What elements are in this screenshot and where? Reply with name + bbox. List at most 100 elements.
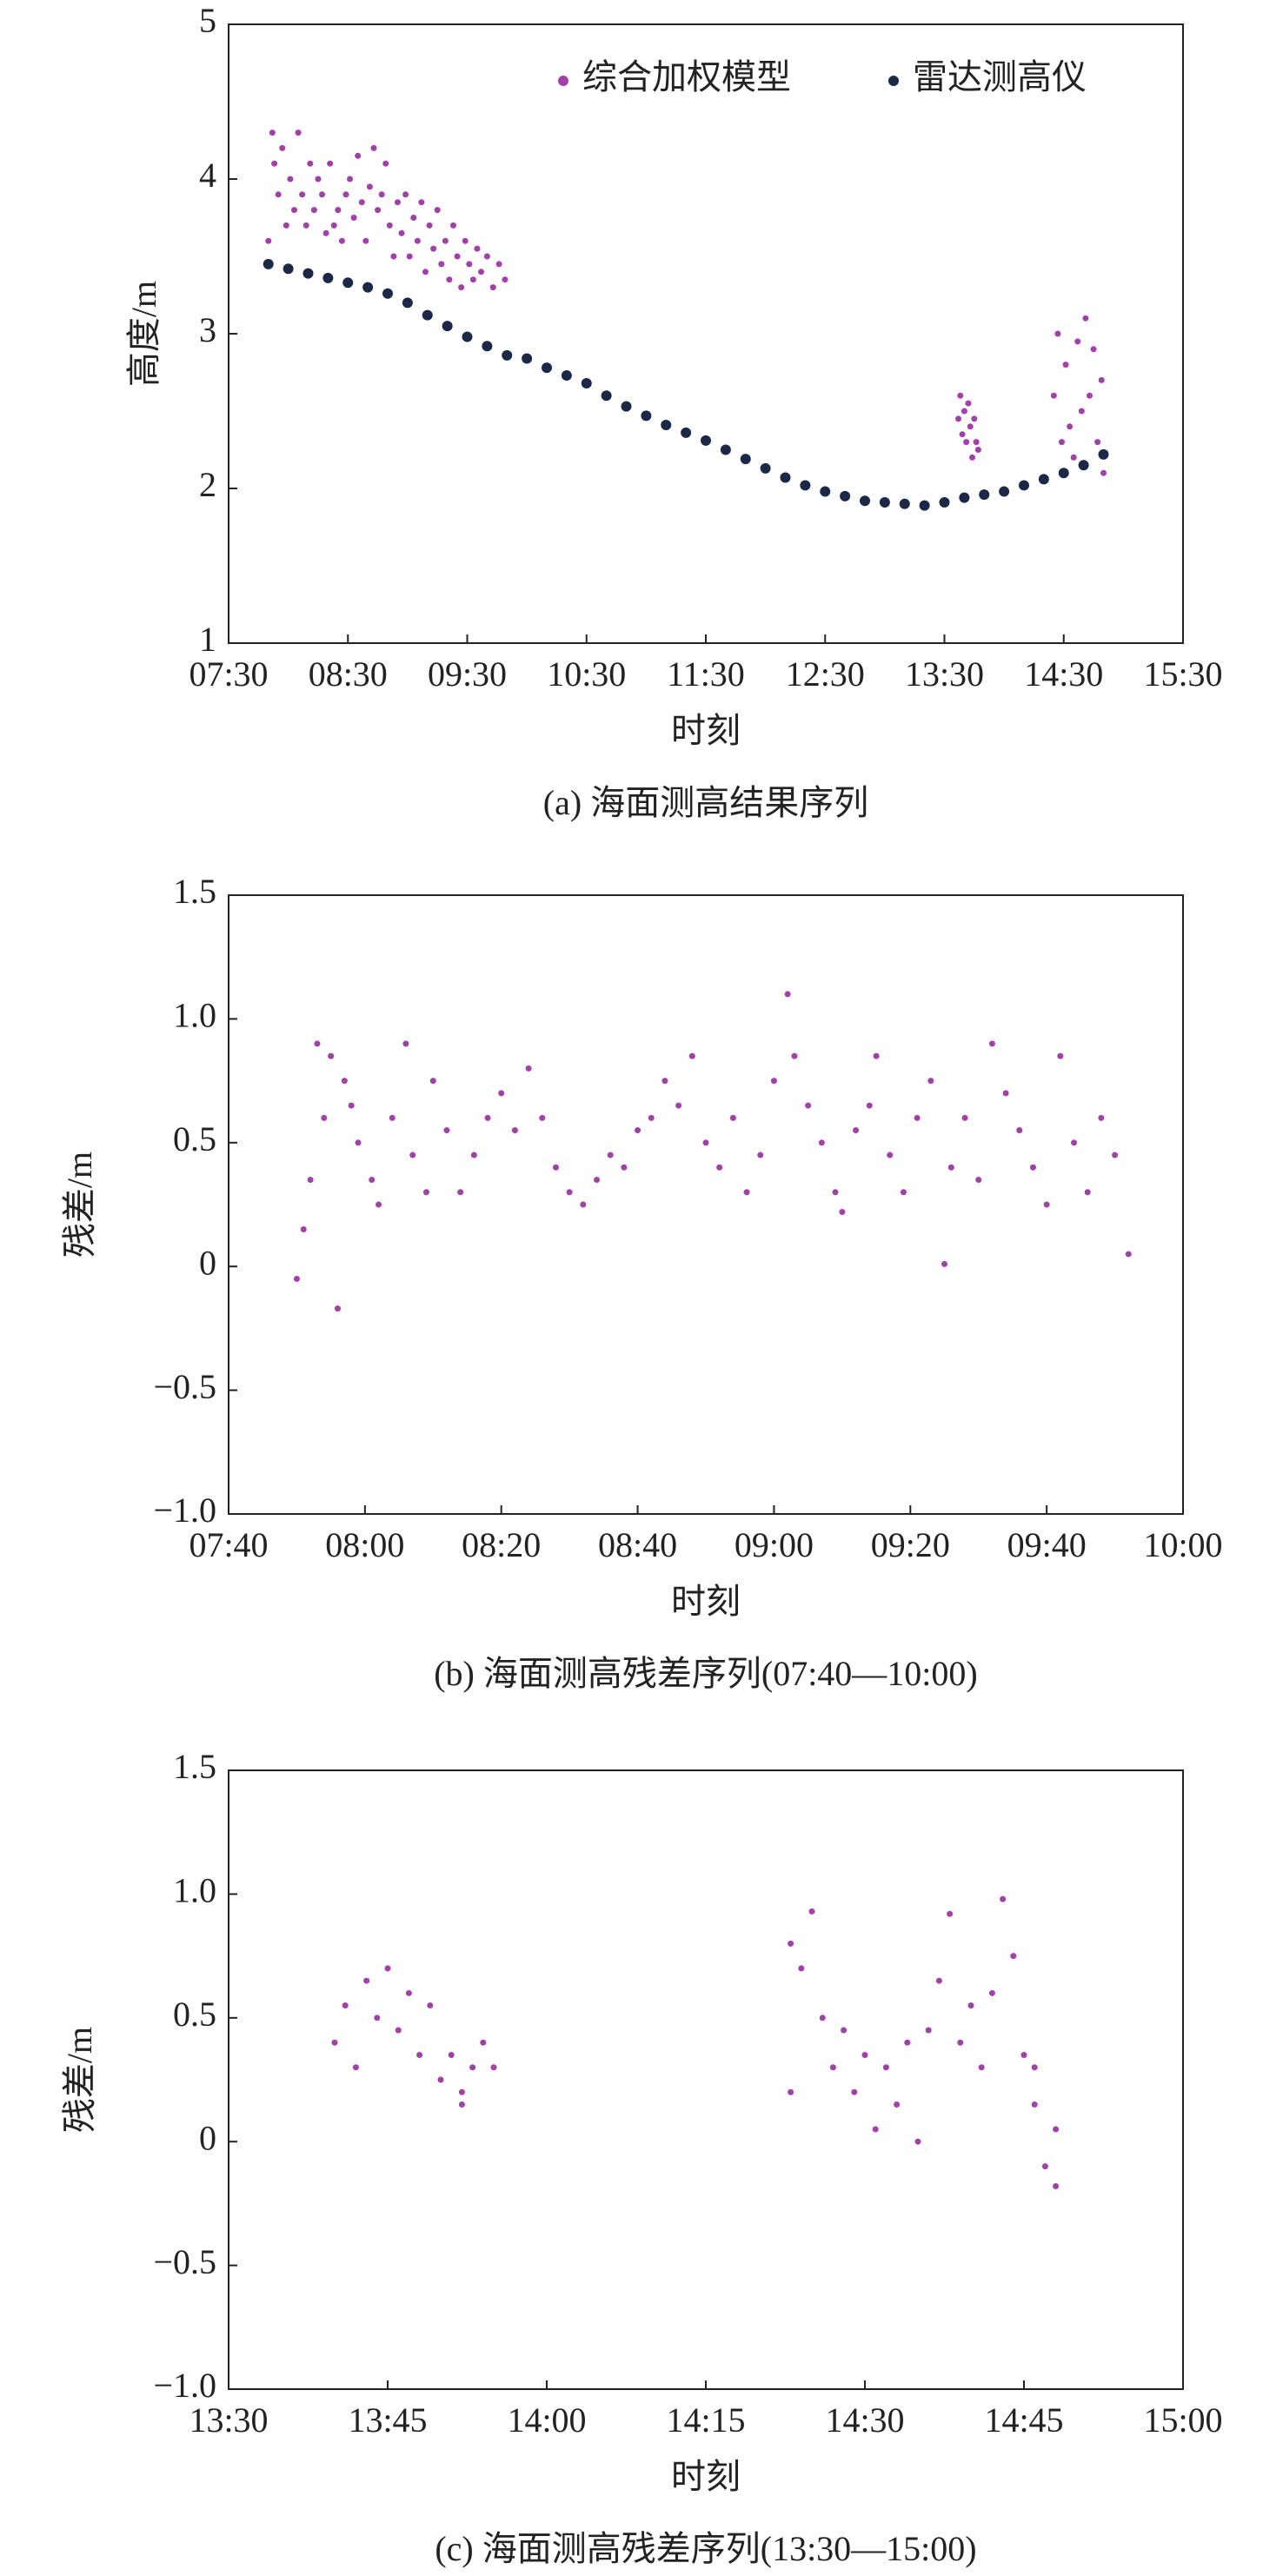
y-tick-label: −1.0 xyxy=(153,2366,216,2405)
data-point xyxy=(1062,362,1069,368)
data-point xyxy=(894,2101,901,2108)
data-point xyxy=(341,1078,348,1085)
data-point xyxy=(1074,338,1081,345)
caption: (b) 海面测高残差序列(07:40—10:00) xyxy=(434,1654,978,1693)
data-point xyxy=(446,276,453,283)
y-tick-label: 0.5 xyxy=(173,1119,216,1159)
data-point xyxy=(438,261,445,268)
x-tick-label: 14:30 xyxy=(1024,654,1103,694)
data-point xyxy=(702,1139,709,1146)
data-point xyxy=(967,423,974,430)
data-point xyxy=(967,2002,974,2009)
data-point xyxy=(939,497,950,508)
data-point xyxy=(478,269,485,276)
data-point xyxy=(580,1201,587,1208)
data-point xyxy=(369,1177,376,1184)
data-point xyxy=(502,276,509,283)
plot-frame xyxy=(228,23,1184,644)
x-tick-label: 14:45 xyxy=(984,2400,1063,2440)
x-axis-label: 时刻 xyxy=(671,711,741,750)
data-point xyxy=(355,1139,362,1146)
data-point xyxy=(287,176,294,183)
data-point xyxy=(1031,2064,1038,2071)
x-tick-label: 14:00 xyxy=(507,2400,586,2440)
x-tick-label: 09:40 xyxy=(1007,1525,1087,1564)
y-tick-label: −0.5 xyxy=(153,1367,216,1406)
data-point xyxy=(498,1090,505,1097)
data-point xyxy=(681,427,692,438)
x-tick-label: 08:20 xyxy=(462,1525,541,1564)
data-point xyxy=(760,462,771,474)
data-point xyxy=(1010,1953,1017,1960)
data-point xyxy=(457,1189,464,1196)
data-point xyxy=(490,2064,497,2071)
data-point xyxy=(342,2002,349,2009)
data-point xyxy=(900,1189,907,1196)
data-point xyxy=(350,215,357,221)
data-point xyxy=(840,490,851,501)
data-point xyxy=(469,2064,476,2071)
data-point xyxy=(437,2076,444,2083)
data-point xyxy=(378,191,385,198)
data-point xyxy=(331,2039,338,2046)
caption: (c) 海面测高残差序列(13:30—15:00) xyxy=(435,2529,976,2568)
data-point xyxy=(483,253,490,260)
data-point xyxy=(410,215,417,221)
data-point xyxy=(919,500,930,511)
data-point xyxy=(402,191,409,198)
data-point xyxy=(376,1201,382,1208)
data-point xyxy=(1070,454,1077,461)
data-point xyxy=(791,1052,798,1059)
data-point xyxy=(458,2101,465,2108)
y-tick-label: 1.5 xyxy=(173,872,216,911)
data-point xyxy=(322,229,329,236)
data-point xyxy=(374,2015,381,2022)
data-point xyxy=(1043,1201,1050,1208)
data-point xyxy=(482,341,493,352)
data-point xyxy=(375,207,382,214)
x-tick-label: 14:30 xyxy=(825,2400,904,2440)
data-point xyxy=(720,444,731,455)
data-point xyxy=(1054,330,1061,337)
data-point xyxy=(798,1965,805,1972)
data-point xyxy=(322,272,334,283)
data-point xyxy=(330,222,337,229)
subplot: −1.0 −0.5 0 0.5 1.0 1.5 07:40 08:00 08:20 08:40 09… xyxy=(60,872,1222,1693)
data-point xyxy=(861,2052,868,2059)
data-point xyxy=(947,1164,954,1171)
data-point xyxy=(299,191,306,198)
y-axis-label: 残差/m xyxy=(60,1152,99,1258)
data-point xyxy=(469,276,476,283)
data-point xyxy=(307,1177,314,1184)
x-tick-label: 07:30 xyxy=(189,654,268,694)
data-point xyxy=(729,1114,736,1121)
data-point xyxy=(328,1052,335,1059)
data-point xyxy=(1016,1127,1023,1134)
data-point xyxy=(899,498,910,509)
data-point xyxy=(319,191,326,198)
data-point xyxy=(873,1052,880,1059)
data-point xyxy=(430,245,437,252)
data-point xyxy=(390,253,397,260)
data-point xyxy=(342,191,349,198)
y-tick-label: −1.0 xyxy=(153,1490,216,1530)
data-point xyxy=(914,1114,921,1121)
data-point xyxy=(335,207,342,214)
data-point xyxy=(947,1910,954,1917)
data-point xyxy=(961,1114,968,1121)
data-point xyxy=(872,2126,879,2133)
data-point xyxy=(448,2052,455,2059)
data-point xyxy=(279,144,286,151)
legend-label: 雷达测高仪 xyxy=(913,57,1087,96)
x-tick-label: 11:30 xyxy=(667,654,745,694)
data-point xyxy=(458,2088,465,2095)
x-tick-label: 09:20 xyxy=(871,1525,950,1564)
x-tick-label: 08:00 xyxy=(325,1525,404,1564)
x-tick-label: 08:30 xyxy=(309,654,388,694)
y-tick-label: 1 xyxy=(199,620,216,659)
data-point xyxy=(511,1127,518,1134)
data-point xyxy=(961,408,967,415)
data-point xyxy=(495,261,502,268)
data-point xyxy=(263,258,274,269)
data-point xyxy=(290,207,297,214)
